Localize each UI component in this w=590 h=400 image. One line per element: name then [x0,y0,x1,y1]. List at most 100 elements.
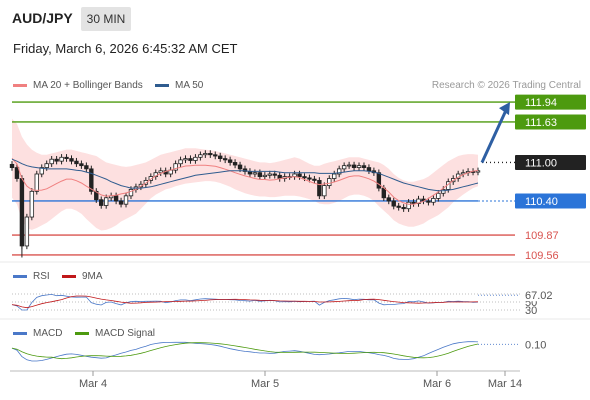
macd-current-label: 0.10 [525,339,546,351]
candle-body [99,199,104,206]
price-levels: 111.94 111.63 111.00 110.40 109.87 109.56 [12,94,586,262]
candle-body [460,172,466,175]
candle-body [74,160,79,165]
ma20-legend: MA 20 + Bollinger Bands [13,80,143,91]
candle-body [14,167,20,179]
candle-body [44,163,49,168]
candle-body [351,164,357,168]
candle-body [436,192,441,199]
level-label-2: 111.00 [525,157,557,169]
ma50-legend-label: MA 50 [175,80,204,91]
macd-signal-line [11,342,479,360]
candle-body [441,189,446,194]
x-tick-label-2: Mar 6 [423,378,451,390]
candle-body [54,158,59,162]
candle-body [19,178,25,247]
ma20-swatch [13,84,27,87]
candle-body [277,174,282,179]
candle-body [39,167,44,175]
macd-panel: 0.10 [11,339,546,362]
candle-body [267,173,272,176]
rsi-current-label: 67.02 [525,290,553,302]
bollinger-bands [12,118,478,231]
candle-body [178,159,183,165]
candle-body [272,173,277,176]
ma20-line [11,157,479,205]
indicator-lines [11,102,510,205]
chart-datetime: Friday, March 6, 2026 6:45:32 AM CET [13,41,238,56]
ma50-line [11,158,479,192]
candle-body [89,168,94,192]
interval-selector[interactable]: 30 MIN [81,7,131,31]
candle-body [406,201,411,210]
x-tick-label-3: Mar 14 [488,378,522,390]
candle-body [24,216,30,247]
rsi-panel: 70503067.02 [11,287,560,317]
candle-body [317,180,322,197]
candle-body [386,197,391,202]
candle-body [103,197,109,206]
candle-body [237,164,243,170]
level-label-1: 111.63 [525,117,557,129]
candle-body [376,172,382,189]
ma20-legend-label: MA 20 + Bollinger Bands [33,80,143,91]
rsi-ma-legend-label: 9MA [82,271,103,282]
rsi-ma-line [11,295,479,309]
candle-body [307,177,312,180]
ma50-legend: MA 50 [155,80,203,91]
candle-body [9,163,15,168]
candle-body [297,173,302,177]
candle-body [94,190,99,201]
candle-body [118,200,124,205]
level-label-0: 111.94 [525,97,557,109]
candle-body [173,163,178,171]
candle-body [341,165,347,170]
candle-body [361,165,367,168]
rsi-value-bg [520,287,560,302]
rsi-legend-label: RSI [33,271,50,282]
candle-body [49,158,54,165]
rsi-swatch [13,275,27,278]
x-axis: Mar 4 Mar 5 Mar 6 Mar 14 [79,371,522,390]
candle-body [213,154,218,157]
candle-body [302,176,307,179]
candle-body [69,158,74,162]
level-label-5: 109.56 [525,250,559,262]
level-badge-2 [515,154,586,170]
candle-body [366,167,372,172]
candle-body [183,158,188,161]
macd-signal-swatch [75,332,89,335]
candle-body [203,153,208,156]
level-label-3: 110.40 [525,196,558,208]
candle-body [346,164,352,167]
candle-body [416,198,421,204]
candle-body [158,170,163,174]
macd-signal-legend-label: MACD Signal [95,328,156,339]
candle-body [401,207,406,210]
rsi-line [11,293,479,311]
candle-body [222,158,228,161]
candle-body [59,156,64,162]
candle-body [431,198,436,203]
ma50-swatch [155,84,169,87]
rsi-level-label-2: 30 [525,305,537,317]
candle-body [34,173,39,192]
candle-body [79,163,84,167]
candle-body [396,205,401,208]
macd-swatch [13,332,27,335]
candle-body [312,178,317,181]
symbol-title: AUD/JPY [12,10,73,26]
candle-body [198,154,203,158]
candle-body [128,189,134,197]
candle-body [193,156,198,161]
x-tick-label-1: Mar 5 [251,378,279,390]
candle-body [257,172,263,177]
candle-body [322,185,327,197]
candle-body [411,201,416,204]
candle-body [252,172,258,175]
macd-legend: MACD [13,328,62,339]
candle-body [262,174,268,177]
candle-body [113,195,119,202]
candle-body [381,187,387,199]
